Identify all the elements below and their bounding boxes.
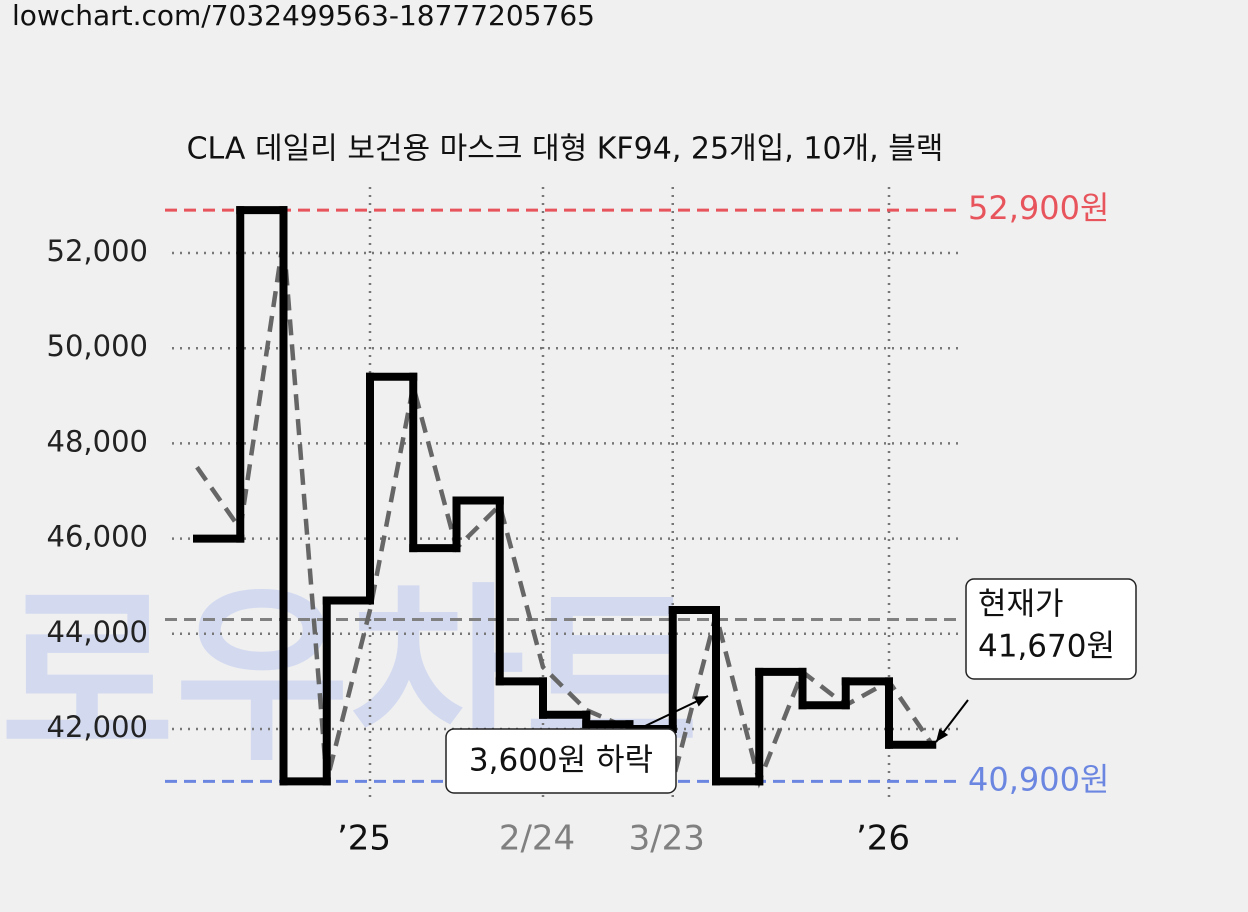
- y-tick-label: 48,000: [47, 424, 148, 458]
- y-tick-label: 52,000: [47, 234, 148, 268]
- annotation-text: 41,670원: [978, 629, 1115, 665]
- y-tick-label: 46,000: [47, 520, 148, 554]
- x-tick-label: ’26: [856, 819, 910, 859]
- arrow-head: [936, 728, 949, 742]
- reference-label: 52,900원: [968, 189, 1109, 227]
- x-tick-label: 3/23: [629, 819, 705, 859]
- annotation-box: [445, 728, 677, 794]
- y-tick-label: 50,000: [47, 329, 148, 363]
- source-url: lowchart.com/7032499563-18777205765: [12, 0, 595, 32]
- annotation-text: 3,600원 하락: [469, 743, 653, 779]
- y-tick-label: 44,000: [47, 615, 148, 649]
- annotation-box: [965, 578, 1137, 680]
- reference-label: 40,900원: [968, 760, 1109, 798]
- annotation-text: 현재가: [978, 587, 1064, 623]
- x-tick-label: 2/24: [499, 819, 575, 859]
- x-tick-label: ’25: [337, 819, 391, 859]
- chart-title: CLA 데일리 보건용 마스크 대형 KF94, 25개입, 10개, 블랙: [187, 132, 944, 167]
- arrow-head: [694, 696, 708, 707]
- y-tick-label: 42,000: [47, 710, 148, 744]
- price-line: [195, 238, 935, 789]
